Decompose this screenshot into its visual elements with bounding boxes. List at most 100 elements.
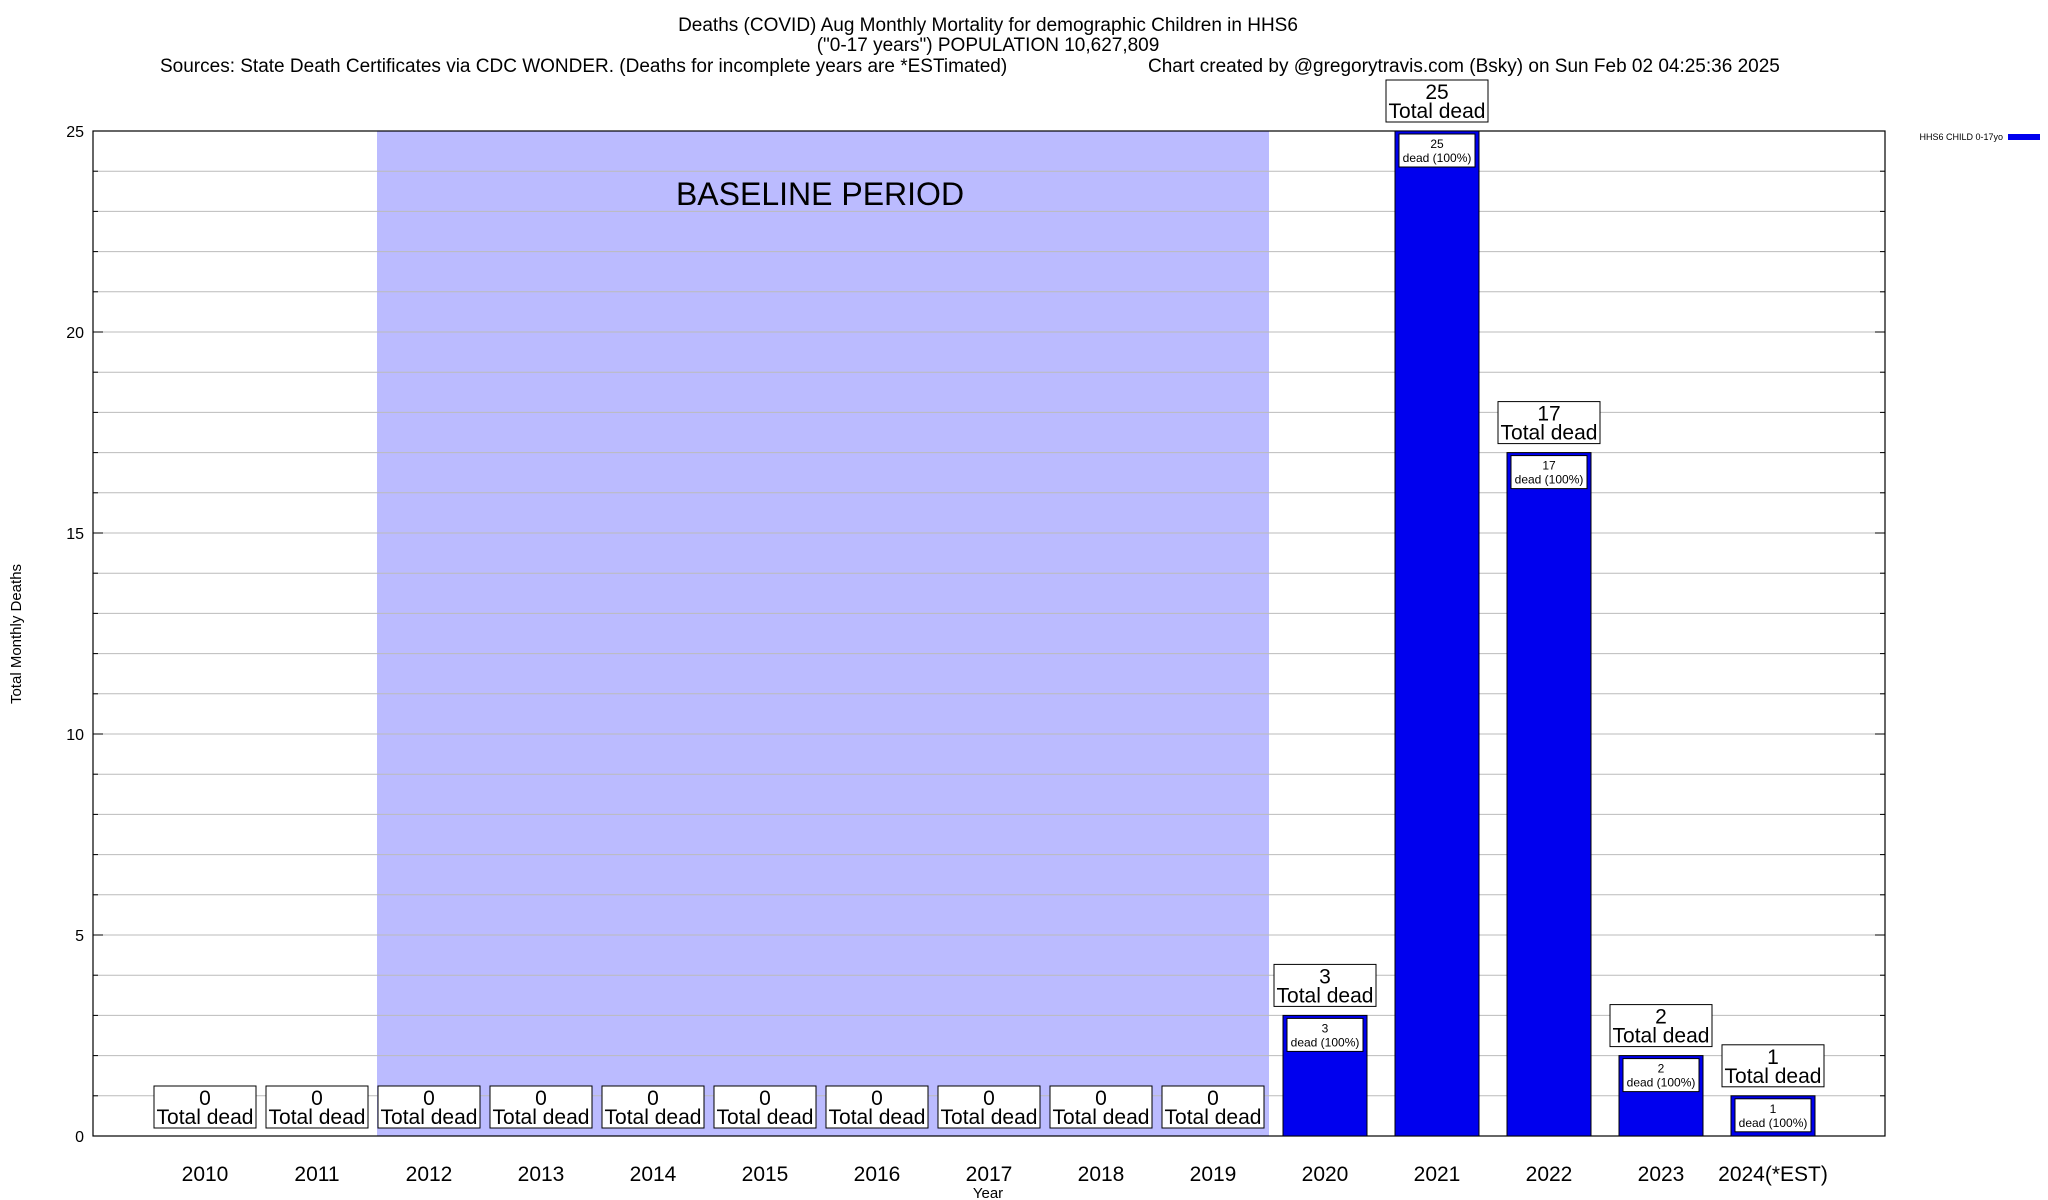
- x-tick-label: 2023: [1638, 1163, 1685, 1186]
- total-label-value: 0: [983, 1087, 995, 1110]
- inner-label-text: dead (100%): [1403, 151, 1472, 165]
- total-label-box: [937, 1085, 1041, 1129]
- x-tick-label: 2015: [742, 1163, 789, 1186]
- inner-label-value: 25: [1430, 137, 1444, 151]
- total-label-text: Total dead: [1501, 422, 1598, 445]
- total-label-text: Total dead: [1725, 1065, 1822, 1088]
- total-label-value: 0: [311, 1087, 323, 1110]
- chart-sources: Sources: State Death Certificates via CD…: [160, 56, 1007, 77]
- x-tick-label: 2018: [1078, 1163, 1125, 1186]
- bar: [1394, 130, 1480, 1137]
- x-tick-labels: 2010 2011 2012 2013 2014 2015 2016 2017 2018 2019…: [182, 1163, 1828, 1186]
- total-label-text: Total dead: [941, 1106, 1038, 1129]
- inner-label-value: 17: [1542, 459, 1556, 473]
- inner-label-text: dead (100%): [1291, 1035, 1360, 1049]
- total-label-text: Total dead: [1613, 1025, 1710, 1048]
- total-label-text: Total dead: [157, 1106, 254, 1129]
- total-label-value: 0: [535, 1087, 547, 1110]
- total-label-text: Total dead: [717, 1106, 814, 1129]
- x-axis-label: Year: [973, 1185, 1003, 1200]
- total-label-value: 0: [1207, 1087, 1219, 1110]
- total-label-box: [1497, 401, 1601, 445]
- inner-label-box: [1510, 455, 1588, 490]
- inner-label-box: [1286, 1017, 1364, 1052]
- inner-label-box: [1398, 133, 1476, 168]
- total-label-box: [1273, 963, 1377, 1007]
- total-label-value: 0: [1095, 1087, 1107, 1110]
- x-tick-label: 2012: [406, 1163, 453, 1186]
- inner-label-value: 1: [1770, 1102, 1777, 1116]
- x-tick-label: 2021: [1414, 1163, 1461, 1186]
- x-tick-label: 2020: [1302, 1163, 1349, 1186]
- total-label-box: [377, 1085, 481, 1129]
- total-label-box: [1161, 1085, 1265, 1129]
- inner-label-box: [1622, 1058, 1700, 1093]
- total-label-text: Total dead: [1389, 100, 1486, 123]
- inner-label-text: dead (100%): [1739, 1116, 1808, 1130]
- legend: HHS6 CHILD 0-17yo: [1919, 132, 2040, 142]
- total-label-value: 0: [423, 1087, 435, 1110]
- total-label-value: 0: [871, 1087, 883, 1110]
- total-label-text: Total dead: [381, 1106, 478, 1129]
- chart-subtitle: ("0-17 years") POPULATION 10,627,809: [817, 35, 1160, 56]
- total-label-box: [601, 1085, 705, 1129]
- y-tick-label: 15: [66, 526, 84, 543]
- total-label-text: Total dead: [829, 1106, 926, 1129]
- baseline-band: [377, 131, 1269, 1136]
- x-tick-label: 2022: [1526, 1163, 1573, 1186]
- total-label-box: [713, 1085, 817, 1129]
- baseline-label: BASELINE PERIOD: [676, 176, 964, 212]
- y-tick-label: 0: [75, 1129, 84, 1146]
- inner-label-text: dead (100%): [1515, 473, 1584, 487]
- legend-swatch: [2008, 134, 2040, 140]
- total-label-box: [265, 1085, 369, 1129]
- total-label-box: [153, 1085, 257, 1129]
- total-label-value: 0: [759, 1087, 771, 1110]
- total-label-text: Total dead: [605, 1106, 702, 1129]
- total-label-text: Total dead: [1165, 1106, 1262, 1129]
- x-tick-label: 2017: [966, 1163, 1013, 1186]
- total-label-value: 2: [1655, 1006, 1667, 1029]
- x-tick-label: 2016: [854, 1163, 901, 1186]
- inner-label-text: dead (100%): [1627, 1076, 1696, 1090]
- y-tick-label: 5: [75, 928, 84, 945]
- chart-title: Deaths (COVID) Aug Monthly Mortality for…: [678, 15, 1298, 36]
- axis-ticks: [93, 170, 1885, 1097]
- x-tick-label: 2013: [518, 1163, 565, 1186]
- legend-label: HHS6 CHILD 0-17yo: [1919, 132, 2003, 142]
- total-label-value: 25: [1425, 81, 1448, 104]
- inner-label-value: 3: [1322, 1021, 1329, 1035]
- x-tick-label: 2024(*EST): [1718, 1163, 1828, 1186]
- total-label-text: Total dead: [1277, 984, 1374, 1007]
- total-label-value: 1: [1767, 1046, 1779, 1069]
- y-axis-label: Total Monthly Deaths: [8, 564, 25, 704]
- total-label-box: [825, 1085, 929, 1129]
- total-label-text: Total dead: [269, 1106, 366, 1129]
- total-label-text: Total dead: [493, 1106, 590, 1129]
- plot-frame: [92, 130, 1886, 1137]
- x-tick-label: 2010: [182, 1163, 229, 1186]
- total-label-value: 17: [1537, 403, 1560, 426]
- inner-label-box: [1734, 1098, 1812, 1133]
